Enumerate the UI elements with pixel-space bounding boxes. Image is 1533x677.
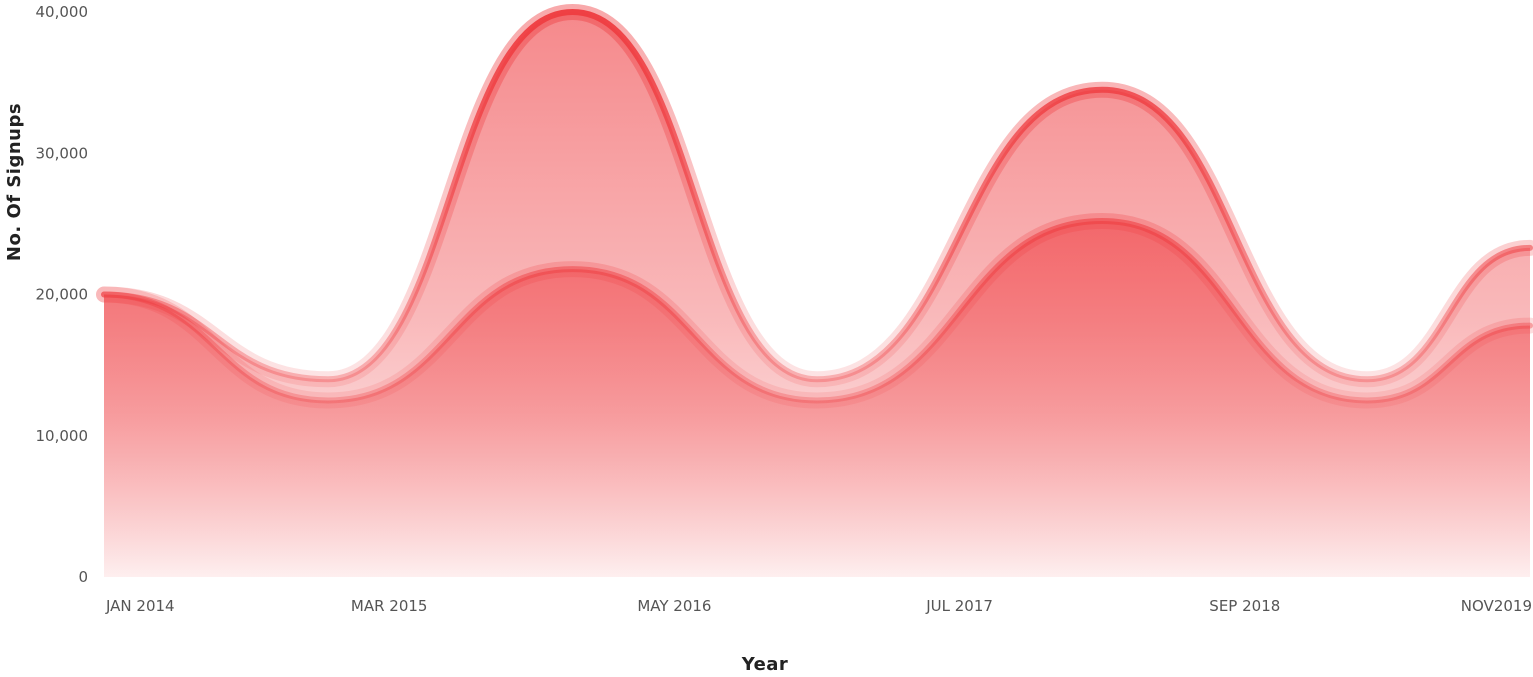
x-axis-title: Year bbox=[741, 654, 789, 675]
x-tick-label: MAR 2015 bbox=[351, 597, 428, 615]
y-tick-label: 20,000 bbox=[36, 286, 89, 304]
series-2-line bbox=[101, 218, 1533, 404]
x-tick-label: JUL 2017 bbox=[925, 597, 993, 615]
y-axis: 0 10,000 20,000 30,000 40,000 bbox=[36, 3, 89, 586]
series-1-glow bbox=[96, 3, 1533, 388]
x-tick-label: SEP 2018 bbox=[1209, 597, 1280, 615]
x-tick-label: MAY 2016 bbox=[637, 597, 711, 615]
y-axis-title: No. Of Signups bbox=[4, 103, 25, 261]
series-1-line bbox=[101, 8, 1533, 383]
y-tick-label: 30,000 bbox=[36, 144, 89, 162]
x-tick-label: NOV2019 bbox=[1461, 597, 1532, 615]
x-tick-label: JAN 2014 bbox=[105, 597, 175, 615]
x-axis: JAN 2014 MAR 2015 MAY 2016 JUL 2017 SEP 2018… bbox=[105, 597, 1532, 615]
series-2-area bbox=[104, 221, 1530, 578]
y-tick-label: 10,000 bbox=[36, 427, 89, 445]
y-tick-label: 40,000 bbox=[36, 3, 89, 21]
y-tick-label: 0 bbox=[78, 568, 88, 586]
plot-area bbox=[96, 3, 1533, 578]
